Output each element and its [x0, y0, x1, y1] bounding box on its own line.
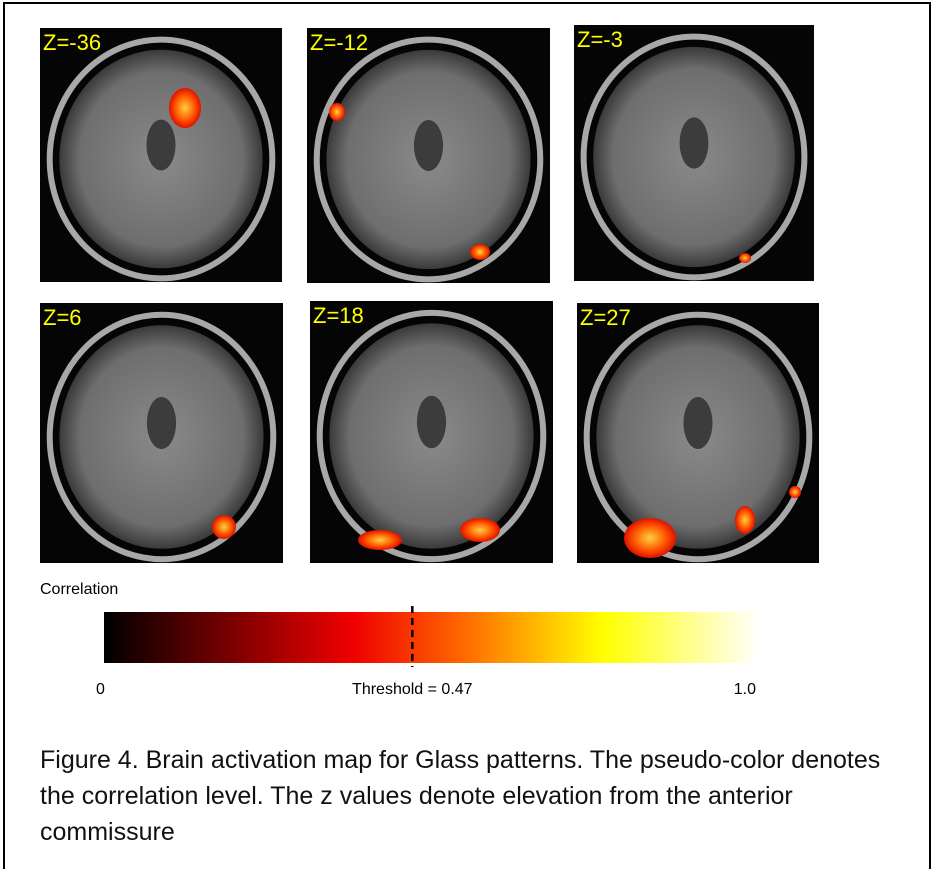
- activation: [789, 486, 801, 498]
- activation: [739, 253, 751, 263]
- colorbar-min-label: 0: [96, 681, 105, 698]
- activation: [735, 506, 755, 534]
- activation: [169, 88, 201, 128]
- panel-label: Z=6: [43, 305, 82, 330]
- panels: Z=-36 Z=-12 Z=-3 Z=6 Z=18 Z=27: [40, 25, 819, 563]
- ventricle: [683, 397, 712, 449]
- activation: [212, 515, 236, 539]
- colorbar-title: Correlation: [40, 581, 118, 598]
- activation: [358, 530, 402, 550]
- ventricle: [680, 117, 709, 168]
- panel-label: Z=-36: [43, 30, 101, 55]
- activation: [624, 518, 676, 558]
- activation: [329, 103, 345, 121]
- panel-label: Z=-12: [310, 30, 368, 55]
- threshold-label: Threshold = 0.47: [352, 681, 473, 698]
- caption: Figure 4. Brain activation map for Glass…: [40, 742, 900, 850]
- ventricle: [146, 120, 175, 171]
- colorbar: [104, 612, 760, 663]
- activation: [460, 518, 500, 542]
- figure: Z=-36 Z=-12 Z=-3 Z=6 Z=18 Z=27 Correlation 0 T…: [0, 0, 935, 740]
- panel-label: Z=27: [580, 305, 631, 330]
- ventricle: [414, 120, 443, 171]
- activation: [470, 244, 490, 260]
- ventricle: [417, 396, 446, 448]
- ventricle: [147, 397, 176, 449]
- panel-label: Z=18: [313, 303, 364, 328]
- page: Z=-36 Z=-12 Z=-3 Z=6 Z=18 Z=27 Correlation 0 T…: [0, 0, 935, 869]
- panel-label: Z=-3: [577, 27, 623, 52]
- colorbar-max-label: 1.0: [734, 681, 756, 698]
